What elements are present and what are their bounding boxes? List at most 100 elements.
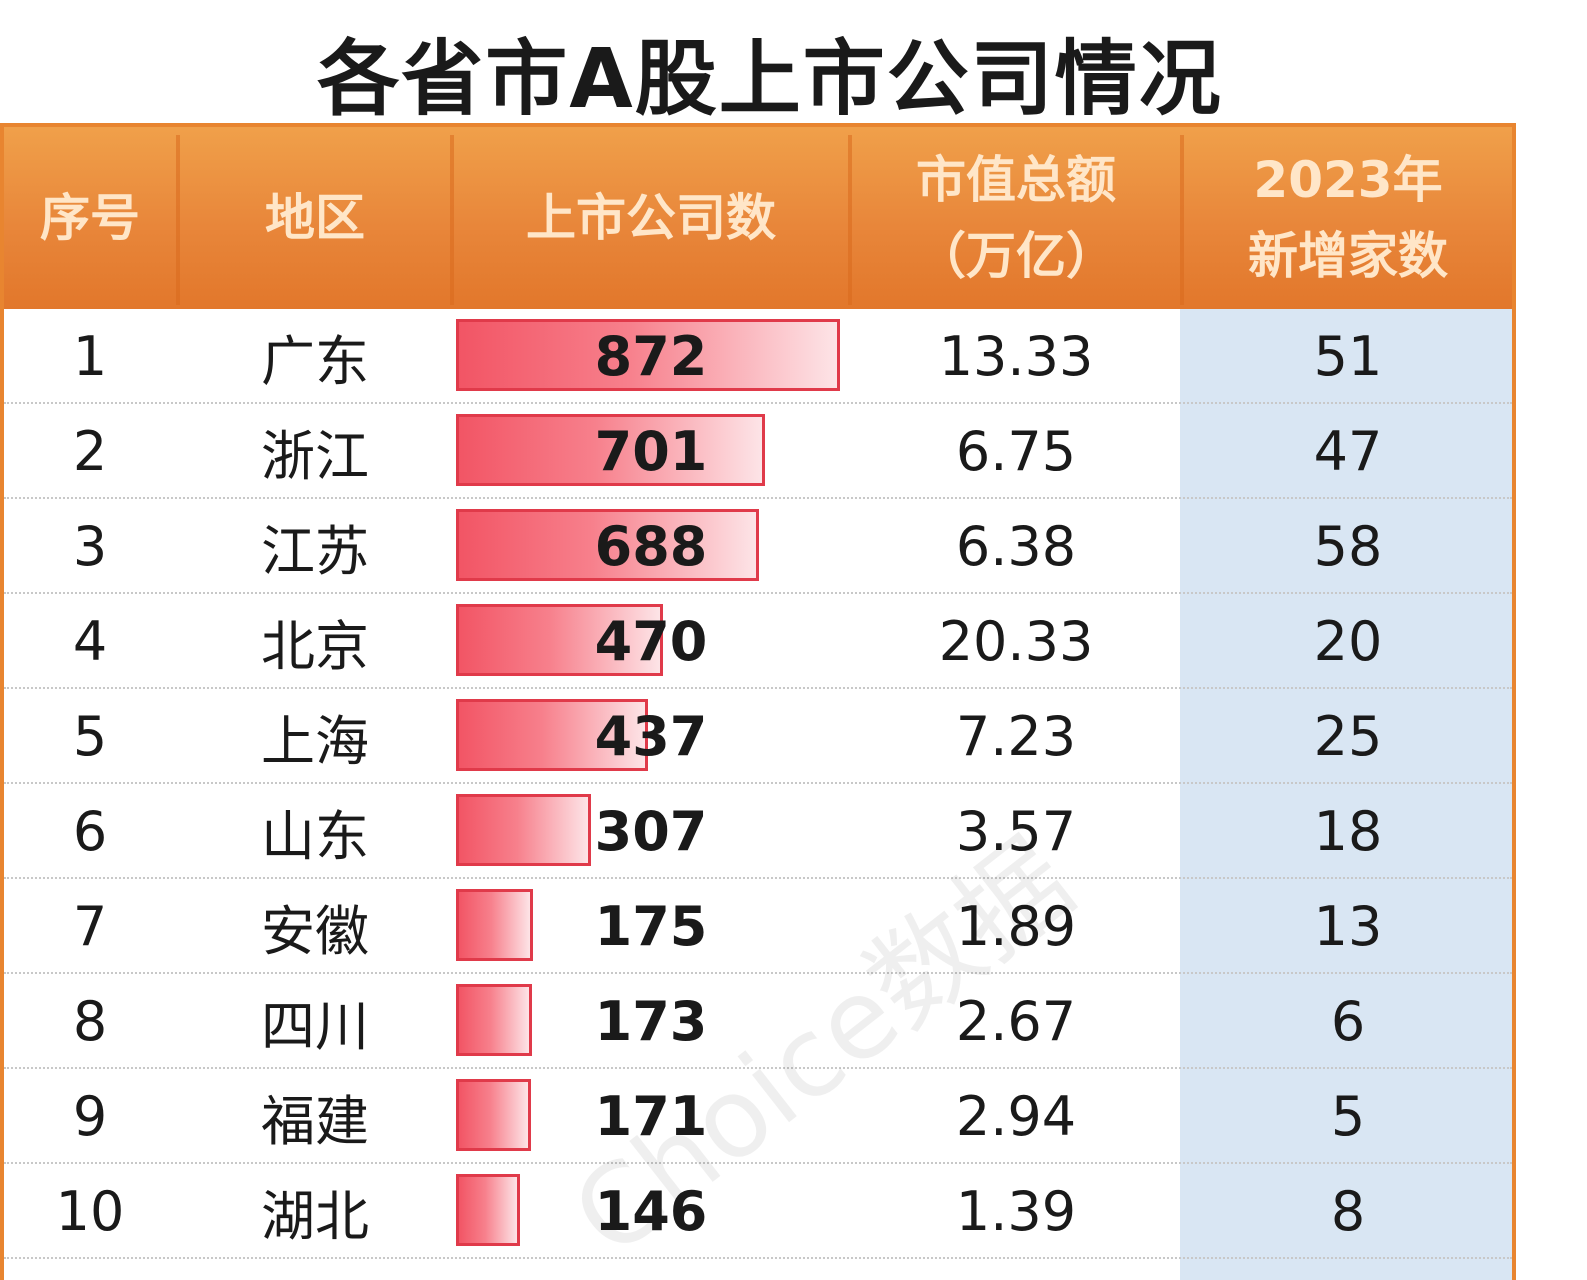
rank-cell: 9 [72, 1085, 108, 1148]
header-divider [1180, 135, 1184, 305]
companies-value: 470 [594, 610, 708, 673]
region-cell: 湖北 [261, 1185, 369, 1248]
market-cap-cell: 2.94 [955, 1085, 1077, 1148]
table-row: 6 山东 307 3.57 18 [4, 784, 1512, 879]
market-cap-cell: 1.39 [955, 1180, 1077, 1243]
region-cell: 福建 [261, 1090, 369, 1153]
companies-value: 872 [594, 325, 708, 388]
market-cap-cell: 2.67 [955, 990, 1077, 1053]
market-cap-cell: 13.33 [938, 325, 1094, 388]
market-cap-cell: 6.38 [955, 515, 1077, 578]
row-divider [4, 782, 1512, 784]
table-row: 4 北京 470 20.33 20 [4, 594, 1512, 689]
rank-cell: 4 [72, 610, 108, 673]
page-title: 各省市A股上市公司情况 [317, 32, 1223, 127]
new-2023-cell: 8 [1330, 1180, 1366, 1243]
table-header: 序号 地区 上市公司数 市值总额 （万亿） 2023年 新增家数 [4, 127, 1512, 309]
market-cap-cell: 6.75 [955, 420, 1077, 483]
market-cap-cell: 7.23 [955, 705, 1077, 768]
market-cap-cell: 20.33 [938, 610, 1094, 673]
market-cap-cell: 3.57 [955, 800, 1077, 863]
companies-value: 688 [594, 515, 708, 578]
companies-bar [456, 984, 532, 1056]
new-2023-cell: 47 [1313, 420, 1383, 483]
region-cell: 浙江 [261, 425, 369, 488]
region-cell: 上海 [261, 710, 369, 773]
rank-cell: 5 [72, 705, 108, 768]
companies-bar [456, 889, 533, 961]
rank-cell: 10 [55, 1180, 125, 1243]
companies-bar [456, 509, 759, 581]
header-rank: 序号 [4, 127, 176, 309]
header-divider [848, 135, 852, 305]
header-new-2023: 2023年 新增家数 [1184, 127, 1512, 309]
companies-bar [456, 319, 840, 391]
row-divider [4, 497, 1512, 499]
row-divider [4, 1162, 1512, 1164]
header-new-2023-line1: 2023年 [1253, 151, 1443, 209]
companies-value: 171 [594, 1085, 708, 1148]
row-divider [4, 687, 1512, 689]
companies-bar [456, 1079, 531, 1151]
header-rank-label: 序号 [40, 189, 140, 247]
new-2023-cell: 25 [1313, 705, 1383, 768]
header-companies-label: 上市公司数 [526, 189, 776, 247]
header-market-cap-line1: 市值总额 [916, 151, 1116, 209]
table-row: 10 湖北 146 1.39 8 [4, 1164, 1512, 1259]
header-market-cap-line2: （万亿） [916, 227, 1116, 285]
new-2023-column-background [1180, 309, 1512, 1280]
table-row: 7 安徽 175 1.89 13 [4, 879, 1512, 974]
companies-bar [456, 794, 591, 866]
header-new-2023-line2: 新增家数 [1248, 227, 1448, 285]
row-divider [4, 402, 1512, 404]
table-row: 2 浙江 701 6.75 47 [4, 404, 1512, 499]
region-cell: 江苏 [261, 520, 369, 583]
table-row: 9 福建 171 2.94 5 [4, 1069, 1512, 1164]
new-2023-cell: 20 [1313, 610, 1383, 673]
header-divider [176, 135, 180, 305]
rank-cell: 3 [72, 515, 108, 578]
companies-value: 437 [594, 705, 708, 768]
region-cell: 山东 [261, 805, 369, 868]
row-divider [4, 592, 1512, 594]
companies-value: 175 [594, 895, 708, 958]
new-2023-cell: 18 [1313, 800, 1383, 863]
region-cell: 北京 [261, 615, 369, 678]
data-table: 序号 地区 上市公司数 市值总额 （万亿） 2023年 新增家数 1 广东 872 1… [0, 123, 1516, 1280]
companies-bar [456, 1174, 520, 1246]
row-divider [4, 972, 1512, 974]
table-row: 8 四川 173 2.67 6 [4, 974, 1512, 1069]
region-cell: 四川 [261, 995, 369, 1058]
new-2023-cell: 58 [1313, 515, 1383, 578]
new-2023-cell: 6 [1330, 990, 1366, 1053]
header-market-cap: 市值总额 （万亿） [852, 127, 1180, 309]
header-divider [450, 135, 454, 305]
rank-cell: 2 [72, 420, 108, 483]
table-row: 1 广东 872 13.33 51 [4, 309, 1512, 404]
table-row: 5 上海 437 7.23 25 [4, 689, 1512, 784]
market-cap-cell: 1.89 [955, 895, 1077, 958]
companies-bar [456, 604, 663, 676]
region-cell: 安徽 [261, 900, 369, 963]
table-row: 3 江苏 688 6.38 58 [4, 499, 1512, 594]
rank-cell: 7 [72, 895, 108, 958]
row-divider [4, 877, 1512, 879]
companies-value: 307 [594, 800, 708, 863]
region-cell: 广东 [261, 330, 369, 393]
header-region: 地区 [180, 127, 450, 309]
new-2023-cell: 13 [1313, 895, 1383, 958]
row-divider [4, 1257, 1512, 1259]
new-2023-cell: 5 [1330, 1085, 1366, 1148]
companies-bar [456, 414, 765, 486]
companies-value: 146 [594, 1180, 708, 1243]
rank-cell: 6 [72, 800, 108, 863]
new-2023-cell: 51 [1313, 325, 1383, 388]
companies-value: 701 [594, 420, 708, 483]
rank-cell: 1 [72, 325, 108, 388]
header-region-label: 地区 [265, 189, 365, 247]
header-companies: 上市公司数 [454, 127, 848, 309]
companies-value: 173 [594, 990, 708, 1053]
row-divider [4, 1067, 1512, 1069]
companies-bar [456, 699, 648, 771]
